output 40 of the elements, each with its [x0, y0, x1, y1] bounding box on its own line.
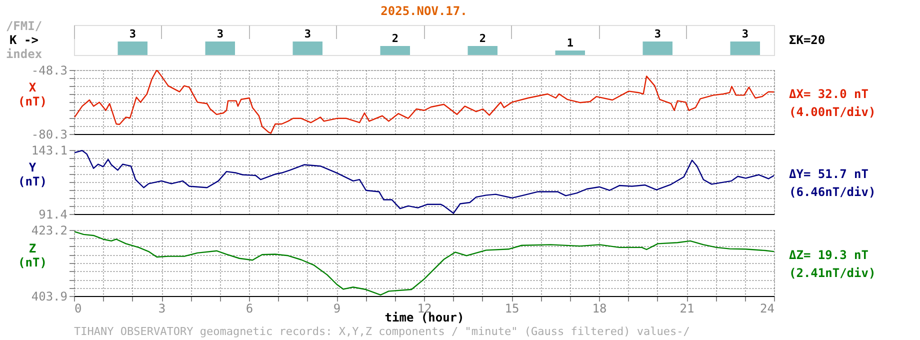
y-axis-title: K -> [10, 33, 38, 47]
data-label: 2 [479, 32, 486, 45]
y-axis-title: Z (nT) [18, 242, 47, 270]
text: TIHANY OBSERVATORY geomagnetic records: X,Y,Z components / "minute" (Gauss filtered) values-/ [74, 325, 690, 338]
x-tick-label: 3 [158, 302, 166, 316]
y-tick-label: 143.1 [31, 144, 68, 158]
y-tick-label: 403.9 [31, 290, 68, 304]
line-series [74, 231, 774, 296]
data-label: 3 [742, 28, 748, 40]
data-label: 2 [392, 32, 398, 45]
x-tick-label: 18 [592, 302, 607, 316]
y-axis-title: X (nT) [18, 80, 47, 108]
data-label: 3 [216, 28, 224, 40]
y-axis-title: Y (nT) [18, 160, 47, 188]
y-tick-label: 91.4 [38, 208, 68, 222]
text: ΔX= 32.0 nT [789, 87, 868, 101]
chart-title: 2025.NOV.17. [380, 4, 468, 18]
x-tick-label: 15 [504, 302, 520, 316]
x-tick-label: 21 [680, 302, 694, 316]
data-label: 3 [654, 28, 661, 40]
text: ΔY= 51.7 nT [789, 167, 868, 181]
x-tick-label: 24 [760, 302, 774, 316]
text: index [6, 47, 42, 61]
x-tick-label: 0 [74, 302, 82, 316]
text: ΣK=20 [789, 33, 826, 47]
line-series [74, 70, 774, 134]
y-tick-label: -48.3 [31, 64, 68, 78]
text: /FMI/ [6, 19, 42, 33]
y-tick-label: -80.3 [31, 128, 68, 142]
text: (6.46nT/div) [789, 185, 876, 199]
x-tick-label: 6 [246, 302, 254, 316]
y-tick-label: 423.2 [31, 224, 68, 238]
line-series [74, 150, 774, 214]
text: (4.00nT/div) [789, 105, 876, 119]
data-label: 3 [304, 28, 311, 40]
text: ΔZ= 19.3 nT [789, 248, 868, 262]
data-label: 3 [129, 28, 136, 40]
x-tick-label: 9 [333, 302, 341, 316]
text: (2.41nT/div) [789, 266, 876, 280]
data-label: 1 [566, 36, 574, 50]
